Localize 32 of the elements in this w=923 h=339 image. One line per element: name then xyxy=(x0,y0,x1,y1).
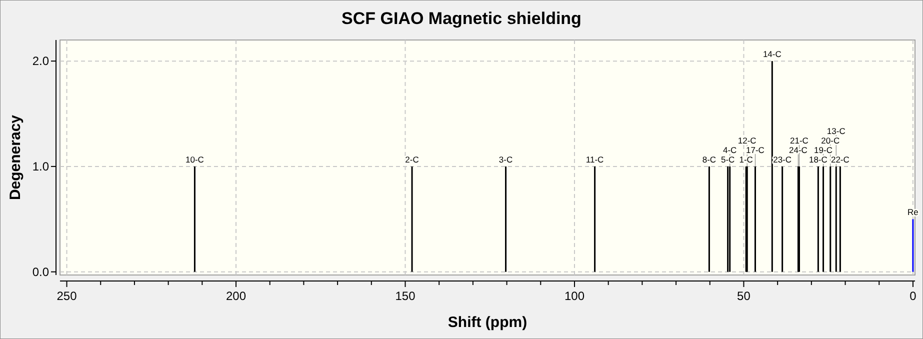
y-tick-label: 2.0 xyxy=(32,54,50,68)
x-tick-label: 250 xyxy=(56,289,78,303)
annotation: Re xyxy=(908,207,919,218)
y-tick-label: 1.0 xyxy=(32,159,50,174)
annotation: 4-C xyxy=(723,144,737,155)
annotation: 19-C xyxy=(814,144,832,155)
annotation: 20-C xyxy=(821,135,840,146)
annotation: 14-C xyxy=(762,49,782,60)
annotation: 5-C xyxy=(720,154,735,164)
annotation: 2-C xyxy=(405,154,419,164)
annotation: 8-C xyxy=(702,154,716,164)
chart-title: SCF GIAO Magnetic shielding xyxy=(342,9,582,28)
y-axis-title: Degeneracy xyxy=(7,114,24,200)
x-tick-label: 150 xyxy=(395,289,416,303)
annotation: 23-C xyxy=(773,154,792,164)
x-tick-label: 100 xyxy=(564,289,585,303)
y-tick-label: 0.0 xyxy=(32,264,50,279)
annotation: 18-C xyxy=(808,154,828,164)
x-axis-title: Shift (ppm) xyxy=(448,314,528,331)
x-tick-label: 50 xyxy=(737,289,751,303)
x-tick-label: 200 xyxy=(226,289,246,303)
annotation: 13-C xyxy=(826,126,846,136)
annotation: 24-C xyxy=(789,144,808,155)
annotation: 1-C xyxy=(739,154,753,164)
annotation: 12-C xyxy=(738,135,756,146)
annotation: 17-C xyxy=(746,144,764,155)
x-tick-label: 0 xyxy=(910,289,917,303)
annotation: 21-C xyxy=(790,135,808,146)
annotation: 11-C xyxy=(586,154,604,164)
annotation: 10-C xyxy=(185,154,204,164)
annotation: 22-C xyxy=(830,154,850,164)
annotation: 3-C xyxy=(498,154,513,164)
